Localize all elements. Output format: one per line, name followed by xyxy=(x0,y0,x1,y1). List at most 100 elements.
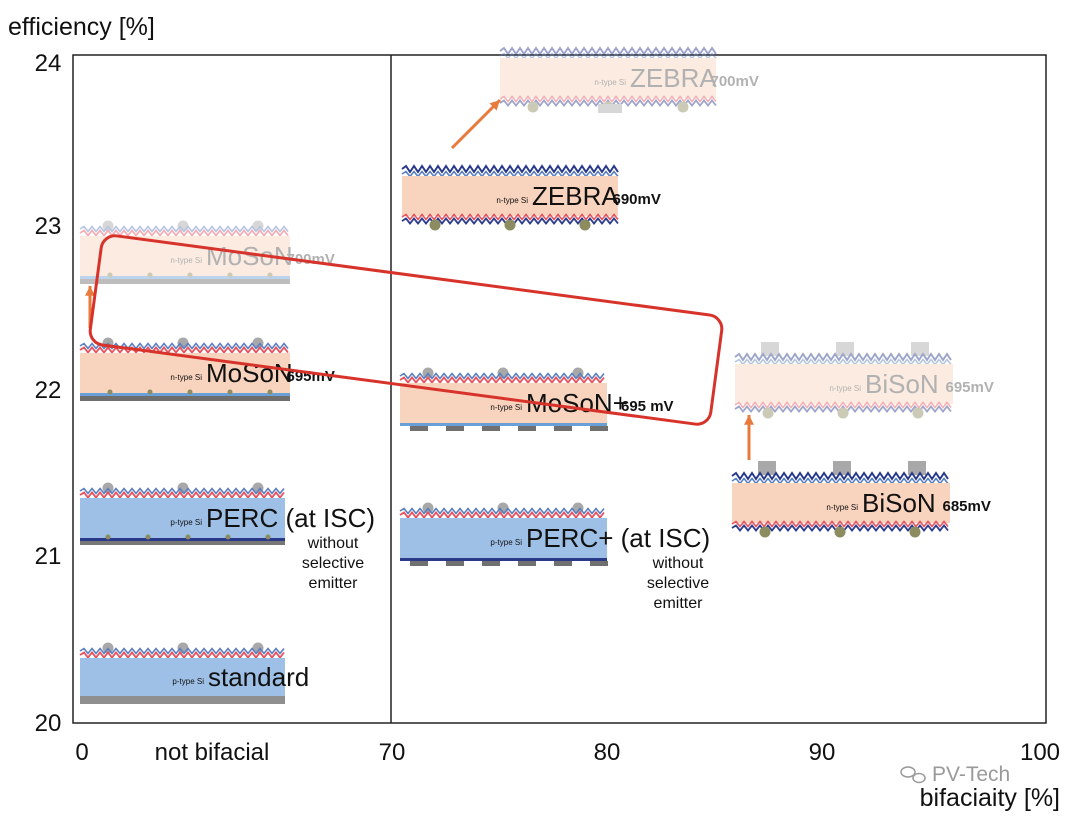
contact-finger xyxy=(759,526,771,538)
rear-finger xyxy=(518,561,536,566)
contact-finger xyxy=(107,389,113,395)
contact-finger xyxy=(758,461,776,475)
contact-finger xyxy=(147,389,153,395)
contact-finger xyxy=(761,342,779,356)
cell-label: PERC+ (at ISC) xyxy=(526,523,710,553)
texture-line xyxy=(401,213,619,221)
rear-finger xyxy=(482,561,500,566)
cell-marker: p-type Si standard xyxy=(79,642,309,704)
texture-line xyxy=(79,651,285,659)
cell-label: 685mV xyxy=(943,498,991,515)
rear-finger xyxy=(590,426,608,431)
contact-finger xyxy=(572,502,584,514)
contact-finger xyxy=(908,461,926,475)
cell-label: n-type Si xyxy=(170,256,202,265)
texture-line xyxy=(734,358,952,366)
contact-finger xyxy=(911,342,929,356)
contact-finger xyxy=(429,219,441,231)
cell-label: p-type Si xyxy=(172,677,204,686)
plot-frame xyxy=(72,54,1047,724)
contact-finger xyxy=(909,526,921,538)
rear-passivation xyxy=(80,276,290,279)
contact-finger xyxy=(579,219,591,231)
texture-line xyxy=(734,405,952,413)
texture-line xyxy=(399,511,605,519)
contact-finger xyxy=(102,220,114,232)
x-tick-label: 90 xyxy=(809,739,836,766)
cell-label: emitter xyxy=(309,575,359,592)
contact-finger xyxy=(187,389,193,395)
cell-label: without xyxy=(307,535,359,552)
contact-finger xyxy=(572,367,584,379)
cell-marker: p-type Si PERC (at ISC) without selective em… xyxy=(79,482,375,592)
texture-line xyxy=(401,164,619,174)
cell-label: p-type Si xyxy=(170,518,202,527)
substrate-body xyxy=(732,483,950,523)
contact-finger xyxy=(227,389,233,395)
texture-line xyxy=(401,217,619,225)
contact-finger xyxy=(105,534,111,540)
cell-label: 695mV xyxy=(946,379,994,396)
contact-finger xyxy=(252,642,264,654)
cell-label: n-type Si xyxy=(826,503,858,512)
texture-line xyxy=(731,477,949,485)
cell-label: p-type Si xyxy=(490,538,522,547)
rear-passivation xyxy=(400,423,607,426)
y-tick-label: 21 xyxy=(35,543,62,570)
texture-line xyxy=(499,52,717,60)
contact-finger xyxy=(147,272,153,278)
cell-markers: p-type Si standard p-type Si PERC (at ISC) w… xyxy=(79,46,994,704)
rear-passivation xyxy=(80,393,290,396)
rear-finger xyxy=(446,426,464,431)
contact-finger xyxy=(252,482,264,494)
contact-finger xyxy=(177,220,189,232)
texture-line xyxy=(499,95,717,103)
rear-finger xyxy=(446,561,464,566)
arrow-head xyxy=(85,286,95,296)
x-tick-label: 100 xyxy=(1020,739,1060,766)
x-axis-label: bifaciaity [%] xyxy=(920,784,1060,812)
cell-label: selective xyxy=(647,575,709,592)
cell-label: ZEBRA xyxy=(532,181,619,211)
texture-line xyxy=(399,376,605,384)
texture-line xyxy=(734,401,952,409)
contact-finger xyxy=(504,219,516,231)
texture-line xyxy=(734,352,952,362)
texture-line xyxy=(399,372,605,380)
contact-finger xyxy=(225,534,231,540)
y-tick-label: 24 xyxy=(35,50,62,77)
cell-label: n-type Si xyxy=(170,373,202,382)
rear-passivation xyxy=(80,538,285,541)
rear-passivation xyxy=(400,558,607,561)
contact-finger xyxy=(837,407,849,419)
texture-line xyxy=(79,229,289,237)
cell-label: 690mV xyxy=(613,191,661,208)
contact-finger xyxy=(107,272,113,278)
cell-marker: p-type Si PERC+ (at ISC) without selective e… xyxy=(399,502,710,612)
rear-finger xyxy=(410,426,428,431)
cell-label: emitter xyxy=(654,595,704,612)
contact-finger xyxy=(836,342,854,356)
cell-label: without xyxy=(652,555,704,572)
cell-label: BiSoN xyxy=(865,369,939,399)
contact-finger xyxy=(252,337,264,349)
watermark: PV-Tech xyxy=(900,763,1010,786)
contact-finger xyxy=(267,389,273,395)
texture-line xyxy=(79,647,285,655)
contact-finger xyxy=(602,101,614,113)
rear-finger xyxy=(410,561,428,566)
rear-finger xyxy=(518,426,536,431)
y-tick-label: 22 xyxy=(35,377,62,404)
substrate-body xyxy=(400,518,607,558)
cell-marker: n-type Si BiSoN 685mV xyxy=(731,461,991,538)
cell-label: n-type Si xyxy=(829,384,861,393)
cell-label: BiSoN xyxy=(862,488,936,518)
arrow-head xyxy=(489,100,500,111)
contact-finger xyxy=(267,272,273,278)
y-axis-label: efficiency [%] xyxy=(8,13,155,41)
texture-line xyxy=(731,471,949,481)
rear-finger xyxy=(590,561,608,566)
